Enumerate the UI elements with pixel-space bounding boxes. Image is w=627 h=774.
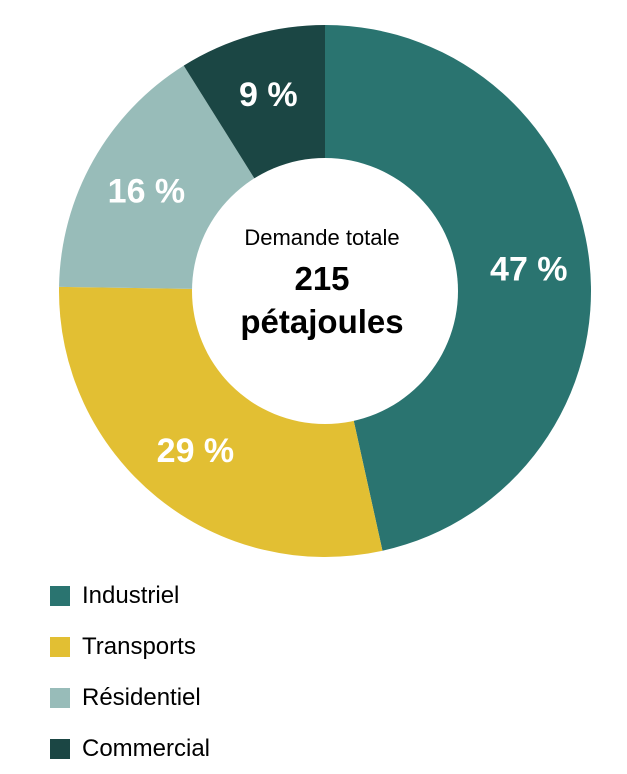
legend-item-residentiel: Résidentiel	[50, 672, 210, 723]
center-caption: Demande totale	[244, 225, 399, 250]
legend-label-transports: Transports	[82, 632, 196, 660]
legend: Industriel Transports Résidentiel Commer…	[50, 570, 210, 774]
legend-item-industriel: Industriel	[50, 570, 210, 621]
slice-label-commercial: 9 %	[239, 76, 298, 114]
legend-swatch-industriel	[50, 585, 70, 606]
legend-label-industriel: Industriel	[82, 581, 180, 609]
legend-item-transports: Transports	[50, 621, 210, 672]
legend-swatch-commercial	[50, 738, 70, 759]
legend-swatch-transports	[50, 636, 70, 657]
slice-label-residentiel: 16 %	[108, 172, 186, 210]
center-total-value: 215	[294, 260, 349, 297]
legend-label-commercial: Commercial	[82, 734, 211, 762]
slice-industriel	[325, 25, 592, 551]
legend-item-commercial: Commercial	[50, 723, 210, 774]
legend-swatch-residentiel	[50, 687, 70, 708]
slice-label-industriel: 47 %	[490, 251, 568, 289]
slice-label-transports: 29 %	[157, 432, 235, 470]
center-total-unit: pétajoules	[240, 303, 403, 340]
donut-hole	[192, 158, 458, 424]
legend-label-residentiel: Résidentiel	[82, 683, 201, 711]
donut-chart: Demande totale 215 pétajoules 47 % 29 % 16…	[59, 25, 592, 558]
